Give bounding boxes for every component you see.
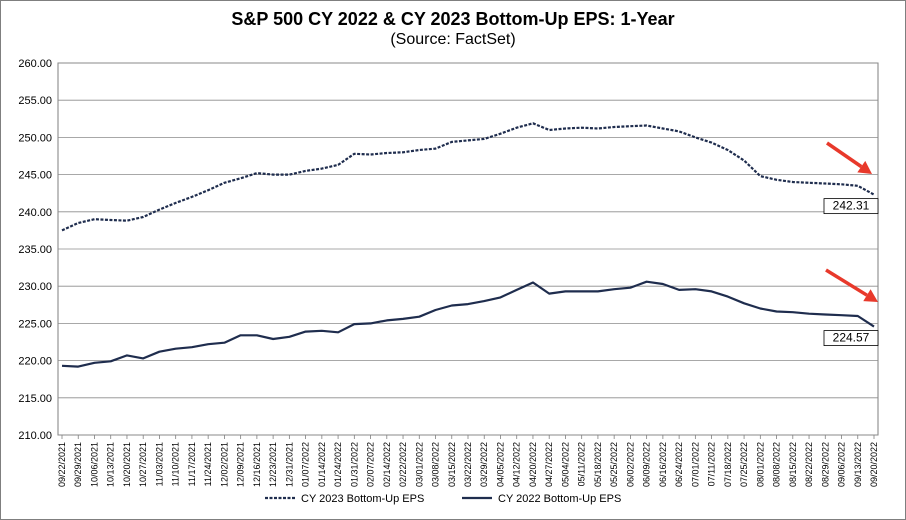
x-tick-label: 03/08/2022	[431, 442, 441, 487]
y-tick-label: 255.00	[18, 95, 52, 107]
x-tick-label: 06/02/2022	[625, 442, 635, 487]
x-tick-label: 09/29/2021	[73, 442, 83, 487]
trend-arrow	[826, 141, 863, 169]
chart-subtitle: (Source: FactSet)	[390, 31, 516, 48]
annotations: 242.31 224.57	[823, 141, 879, 346]
x-tick-label: 05/18/2022	[593, 442, 603, 487]
grid-lines	[57, 62, 879, 436]
y-tick-label: 230.00	[18, 281, 52, 293]
end-value-label: 242.31	[833, 199, 870, 213]
series-lines	[61, 122, 875, 368]
chart-title: S&P 500 CY 2022 & CY 2023 Bottom-Up EPS:…	[231, 9, 675, 29]
x-tick-label: 06/09/2022	[642, 442, 652, 487]
trend-arrow-head	[863, 289, 878, 302]
x-tick-label: 07/18/2022	[723, 442, 733, 487]
x-tick-label: 06/16/2022	[658, 442, 668, 487]
x-tick-label: 05/11/2022	[577, 442, 587, 486]
x-tick-label: 08/01/2022	[755, 442, 765, 487]
x-tick-label: 01/31/2022	[349, 442, 359, 487]
x-tick-label: 12/09/2021	[236, 442, 246, 487]
x-tick-label: 07/01/2022	[690, 442, 700, 487]
y-tick-label: 245.00	[18, 170, 52, 182]
x-tick-label: 02/07/2022	[366, 442, 376, 487]
x-tick-label: 08/29/2022	[820, 442, 830, 487]
end-value-box	[823, 330, 879, 346]
x-tick-label: 08/15/2022	[788, 442, 798, 487]
end-value-label: 224.57	[833, 331, 870, 345]
x-tick-label: 09/06/2022	[837, 442, 847, 487]
series-line-cy2022	[61, 280, 875, 368]
x-tick-label: 05/04/2022	[560, 442, 570, 487]
x-tick-label: 05/25/2022	[609, 442, 619, 487]
y-axis: 210.00 215.00 220.00 225.00 230.00 235.00 240.…	[18, 58, 52, 442]
x-tick-label: 10/06/2021	[89, 442, 99, 487]
x-tick-label: 02/22/2022	[398, 442, 408, 487]
series-line-cy2023	[61, 122, 875, 232]
y-tick-label: 240.00	[18, 207, 52, 219]
x-tick-label: 01/14/2022	[317, 442, 327, 487]
y-tick-label: 250.00	[18, 132, 52, 144]
x-tick-label: 08/08/2022	[772, 442, 782, 487]
y-tick-label: 215.00	[18, 393, 52, 405]
x-tick-label: 09/22/2021	[57, 442, 67, 487]
x-tick-label: 03/15/2022	[447, 442, 457, 487]
y-tick-label: 225.00	[18, 318, 52, 330]
x-tick-label: 10/20/2021	[122, 442, 132, 487]
x-tick-label: 06/24/2022	[674, 442, 684, 487]
y-tick-label: 220.00	[18, 356, 52, 368]
x-tick-label: 12/23/2021	[268, 442, 278, 487]
legend: CY 2023 Bottom-Up EPS CY 2022 Bottom-Up E…	[265, 493, 621, 505]
x-tick-label: 01/07/2022	[301, 442, 311, 487]
x-tick-label: 10/27/2021	[138, 442, 148, 487]
x-tick-label: 07/11/2022	[707, 442, 717, 486]
x-tick-label: 03/29/2022	[479, 442, 489, 487]
x-tick-label: 11/03/2021	[154, 442, 164, 486]
x-tick-label: 09/20/2022	[869, 442, 879, 487]
y-tick-label: 210.00	[18, 430, 52, 442]
x-tick-label: 07/25/2022	[739, 442, 749, 487]
y-tick-label: 260.00	[18, 58, 52, 70]
legend-label: CY 2023 Bottom-Up EPS	[301, 493, 424, 505]
x-tick-label: 04/12/2022	[512, 442, 522, 487]
x-axis: 09/22/2021 09/29/2021 10/06/2021 10/13/2021…	[57, 435, 879, 487]
x-tick-label: 11/10/2021	[171, 442, 181, 486]
x-tick-label: 03/01/2022	[414, 442, 424, 487]
legend-label: CY 2022 Bottom-Up EPS	[498, 493, 621, 505]
x-tick-label: 04/05/2022	[495, 442, 505, 487]
x-tick-label: 12/16/2021	[252, 442, 262, 487]
x-tick-label: 08/22/2022	[804, 442, 814, 487]
x-tick-label: 03/22/2022	[463, 442, 473, 487]
x-tick-label: 10/13/2021	[106, 442, 116, 487]
x-tick-label: 12/02/2021	[219, 442, 229, 487]
x-tick-label: 04/27/2022	[544, 442, 554, 487]
end-value-box	[823, 198, 879, 215]
y-tick-label: 235.00	[18, 244, 52, 256]
x-tick-label: 11/17/2021	[187, 442, 197, 486]
trend-arrow-head	[857, 160, 872, 174]
x-tick-label: 09/13/2022	[853, 442, 863, 487]
trend-arrow	[825, 268, 868, 297]
x-tick-label: 11/24/2021	[203, 442, 213, 486]
x-tick-label: 02/14/2022	[382, 442, 392, 487]
x-tick-label: 12/31/2021	[284, 442, 294, 487]
x-tick-label: 04/20/2022	[528, 442, 538, 487]
x-tick-label: 01/24/2022	[333, 442, 343, 487]
